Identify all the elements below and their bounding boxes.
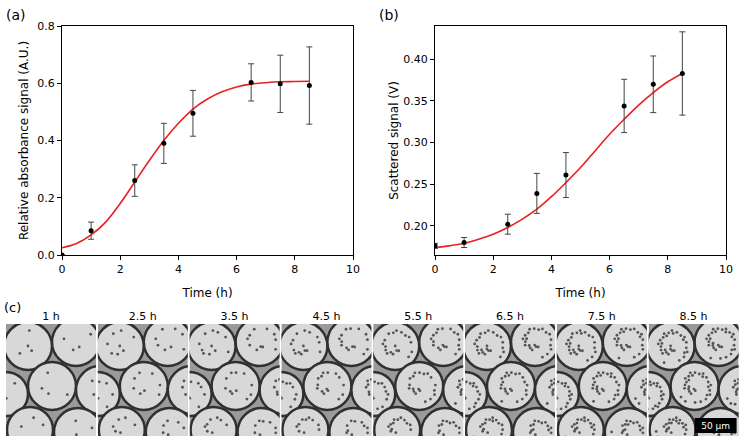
svg-text:8: 8 xyxy=(291,263,298,276)
svg-text:5.5 h: 5.5 h xyxy=(404,310,432,323)
svg-text:6: 6 xyxy=(233,263,240,276)
svg-text:8.5 h: 8.5 h xyxy=(680,310,708,323)
svg-text:Time (h): Time (h) xyxy=(181,286,232,300)
svg-text:10: 10 xyxy=(346,263,360,276)
svg-text:2.5 h: 2.5 h xyxy=(129,310,157,323)
svg-text:0.35: 0.35 xyxy=(403,95,428,108)
svg-text:Scattered signal (V): Scattered signal (V) xyxy=(387,81,401,200)
svg-text:8: 8 xyxy=(664,263,671,276)
svg-text:1 h: 1 h xyxy=(42,310,59,323)
svg-text:0.20: 0.20 xyxy=(403,220,428,233)
svg-text:50 μm: 50 μm xyxy=(701,421,730,431)
svg-text:0.40: 0.40 xyxy=(403,53,428,66)
svg-text:Time (h): Time (h) xyxy=(554,286,605,300)
svg-text:10: 10 xyxy=(719,263,733,276)
svg-text:Relative absorbance signal (A.: Relative absorbance signal (A.U.) xyxy=(17,41,31,240)
svg-text:2: 2 xyxy=(490,263,497,276)
svg-text:6.5 h: 6.5 h xyxy=(496,310,524,323)
svg-text:0.2: 0.2 xyxy=(37,192,55,205)
svg-text:4.5 h: 4.5 h xyxy=(312,310,340,323)
svg-text:3.5 h: 3.5 h xyxy=(221,310,249,323)
svg-text:4: 4 xyxy=(548,263,555,276)
svg-text:0: 0 xyxy=(59,263,66,276)
svg-text:4: 4 xyxy=(175,263,182,276)
svg-text:0: 0 xyxy=(432,263,439,276)
svg-text:6: 6 xyxy=(606,263,613,276)
svg-text:0.8: 0.8 xyxy=(37,20,55,33)
svg-text:0.0: 0.0 xyxy=(37,249,55,262)
svg-text:(b): (b) xyxy=(379,7,399,23)
svg-text:(c): (c) xyxy=(4,300,21,315)
svg-text:2: 2 xyxy=(117,263,124,276)
svg-text:7.5 h: 7.5 h xyxy=(588,310,616,323)
svg-text:0.30: 0.30 xyxy=(403,136,428,149)
svg-text:0.6: 0.6 xyxy=(37,77,55,90)
svg-text:0.25: 0.25 xyxy=(403,178,428,191)
svg-text:0.4: 0.4 xyxy=(37,134,55,147)
svg-text:(a): (a) xyxy=(6,7,26,23)
